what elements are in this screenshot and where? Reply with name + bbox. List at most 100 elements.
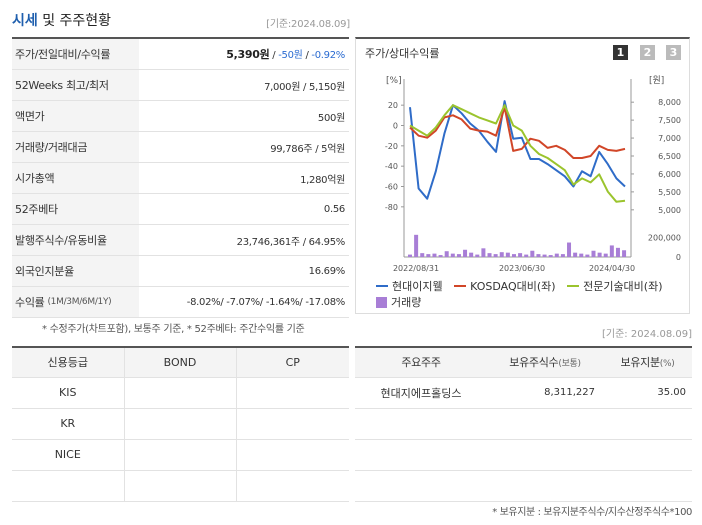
right-tick-label: 6,000	[658, 170, 681, 179]
stats-row-52weeks: 52Weeks 최고/최저 7,000원 / 5,150원	[12, 70, 349, 101]
volume-bar	[438, 255, 443, 257]
volume-bar	[573, 252, 578, 257]
table-cell: KIS	[12, 376, 125, 409]
table-row: KR	[12, 407, 349, 440]
right-tick-label: 5,500	[658, 188, 681, 197]
stats-row-shares: 발행주식수/유동비율 23,746,361주 / 64.95%	[12, 225, 349, 256]
right-axis-unit: [원]	[649, 75, 664, 86]
holder-name	[355, 470, 487, 502]
stats-label: 외국인지분율	[12, 256, 139, 286]
column-header: 보유주식수(보통)	[487, 347, 603, 378]
stats-value: 99,786주 / 5억원	[270, 143, 345, 155]
stats-label: 52주베타	[12, 194, 139, 224]
legend-square-icon	[376, 296, 387, 308]
price-change-rate: -0.92%	[311, 50, 345, 61]
volume-bar	[432, 253, 437, 257]
volume-bar	[493, 254, 498, 257]
stats-value: 5,390원 / -50원 / -0.92%	[139, 46, 349, 62]
page-title: 시세 및 주주현황	[12, 10, 111, 30]
right-tick-label: 7,500	[658, 116, 681, 125]
stats-value: 500원	[317, 112, 345, 124]
table-header-row: 신용등급 BOND CP	[12, 347, 349, 378]
volume-bar	[481, 248, 486, 257]
volume-bar	[463, 249, 468, 257]
table-row	[355, 470, 692, 502]
volume-bar	[426, 254, 431, 257]
series-line-1	[409, 100, 626, 200]
table-cell	[123, 376, 237, 409]
column-header: 신용등급	[12, 347, 125, 378]
left-tick-label: -80	[385, 203, 398, 212]
right-tick-label: 5,000	[658, 206, 681, 215]
holders-footnote: * 보유지분 : 보유지분주식수/지수산정주식수*100	[492, 507, 692, 518]
legend-label: 거래량	[391, 296, 422, 309]
legend-line-icon	[454, 285, 467, 287]
price-chart-panel: 주가/상대수익률 1 2 3 [%] [원] 20 0 -20 -40 -60 -80 8,00…	[355, 37, 690, 314]
stats-value: -8.02%/ -7.07%/ -1.64%/ -17.08%	[186, 296, 346, 308]
volume-bar	[487, 253, 492, 257]
legend-item-stock: 현대이지웰	[376, 278, 443, 294]
volume-tick-label: 0	[676, 253, 681, 262]
right-tick-label: 8,000	[658, 98, 681, 107]
volume-bar	[591, 250, 596, 257]
column-header: BOND	[123, 347, 237, 378]
volume-bar	[567, 242, 572, 257]
volume-bar	[456, 254, 461, 257]
credit-rating-table: 신용등급 BOND CP KIS KR NICE	[12, 346, 349, 502]
volume-bar	[499, 252, 504, 257]
stats-value: 16.69%	[308, 265, 346, 277]
returns-periods: (1M/3M/6M/1Y)	[47, 297, 112, 307]
volume-bar	[536, 254, 541, 257]
chart-legend: 현대이지웰 KOSDAQ대비(좌) 전문기술대비(좌) 거래량	[376, 277, 686, 311]
stats-row-par-value: 액면가 500원	[12, 101, 349, 132]
table-cell	[235, 376, 349, 409]
header-unit: (보통)	[558, 359, 581, 370]
stats-row-beta: 52주베타 0.56	[12, 194, 349, 225]
stats-value: 0.56	[323, 203, 345, 215]
left-axis-unit: [%]	[386, 76, 402, 86]
volume-bar	[585, 254, 590, 257]
right-tick-label: 7,000	[658, 134, 681, 143]
volume-bar	[615, 247, 620, 257]
stats-row-foreign: 외국인지분율 16.69%	[12, 256, 349, 287]
volume-bar	[597, 252, 602, 257]
stats-row-volume: 거래량/거래대금 99,786주 / 5억원	[12, 132, 349, 163]
title-sub: 및 주주현황	[37, 13, 112, 29]
legend-label: KOSDAQ대비(좌)	[470, 280, 556, 293]
table-header-row: 주요주주 보유주식수(보통) 보유지분(%)	[355, 347, 692, 378]
holder-name: 현대지에프홀딩스	[355, 377, 487, 409]
volume-bar	[444, 251, 449, 257]
volume-bar	[554, 253, 559, 257]
chart-page-1-button[interactable]: 1	[613, 45, 628, 60]
chart-page-3-button[interactable]: 3	[666, 45, 681, 60]
holder-stake	[603, 408, 692, 440]
header-label: 보유주식수	[509, 356, 559, 370]
holder-stake	[603, 470, 692, 502]
stats-value: 7,000원 / 5,150원	[264, 81, 345, 93]
returns-label: 수익률	[15, 296, 45, 309]
legend-item-volume: 거래량	[376, 294, 421, 310]
column-header: CP	[235, 347, 349, 378]
column-header: 주요주주	[355, 347, 487, 378]
table-row	[355, 408, 692, 440]
holder-shares	[487, 408, 603, 440]
x-tick-label: 2022/08/31	[393, 264, 439, 273]
legend-item-sector: 전문기술대비(좌)	[567, 278, 663, 294]
volume-bar	[542, 254, 547, 257]
stock-stats-table: 주가/전일대비/수익률 5,390원 / -50원 / -0.92% 52Wee…	[12, 37, 349, 318]
volume-bar	[511, 254, 516, 257]
left-tick-label: -60	[385, 183, 398, 192]
volume-bar	[475, 254, 480, 257]
holder-stake	[603, 439, 692, 471]
table-cell: NICE	[12, 438, 125, 471]
title-main: 시세	[12, 13, 38, 29]
stats-label: 발행주식수/유동비율	[12, 225, 139, 255]
holders-reference-date: [기준: 2024.08.09]	[601, 329, 692, 340]
chart-page-2-button[interactable]: 2	[640, 45, 655, 60]
volume-bar	[505, 252, 510, 257]
stats-label: 주가/전일대비/수익률	[12, 39, 139, 69]
holder-shares	[487, 439, 603, 471]
current-price: 5,390원	[226, 48, 270, 61]
stats-label: 거래량/거래대금	[12, 132, 139, 162]
stats-value: 1,280억원	[300, 174, 345, 186]
